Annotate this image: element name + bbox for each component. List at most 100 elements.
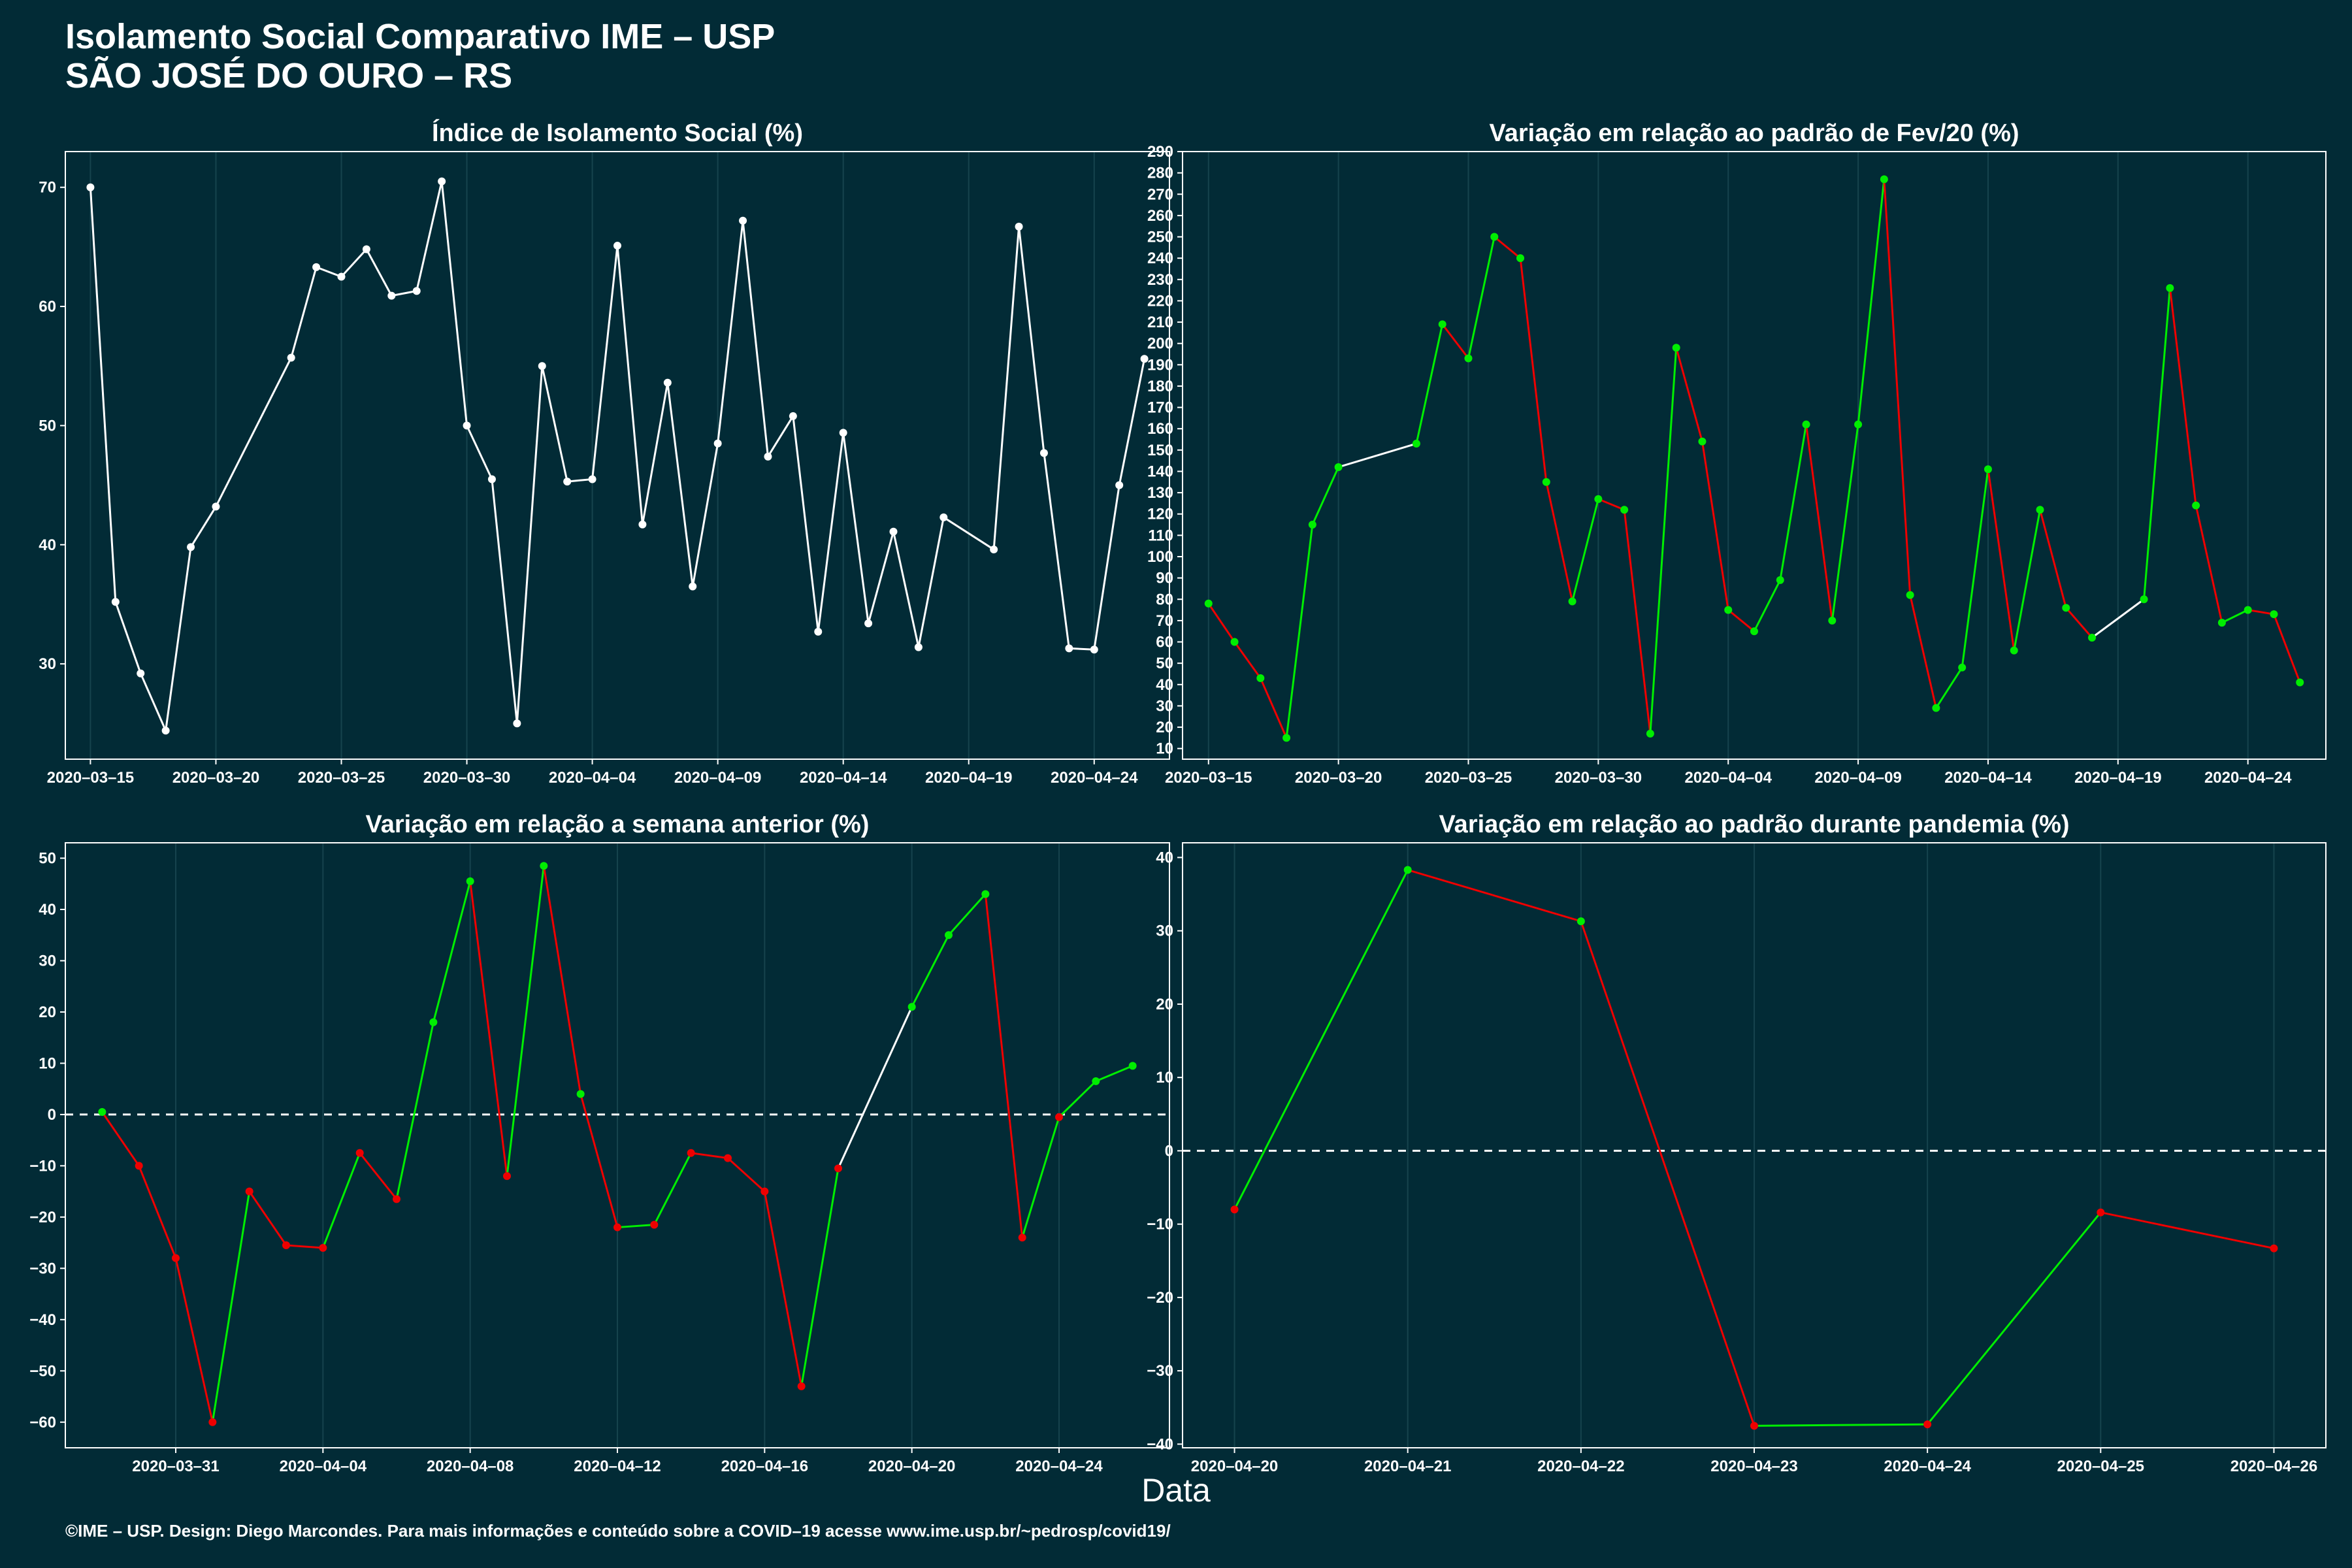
data-point	[337, 272, 346, 281]
y-tick-label: 10	[1156, 740, 1173, 758]
data-point	[1880, 175, 1888, 184]
series-segment	[139, 673, 167, 731]
series-segment	[215, 357, 293, 508]
series-segment	[1018, 226, 1045, 453]
x-tick-label: 2020–03–15	[47, 769, 134, 787]
data-point	[1403, 866, 1412, 874]
series-segment	[2065, 607, 2093, 638]
series-segment	[316, 266, 342, 278]
data-point	[463, 421, 471, 430]
data-point	[2244, 606, 2252, 614]
data-point	[1438, 320, 1446, 329]
data-point	[187, 543, 195, 551]
y-tick-label: −30	[29, 1260, 56, 1277]
data-point	[760, 1187, 769, 1196]
data-point	[687, 1149, 695, 1157]
x-tick-label: 2020–04–25	[2057, 1458, 2144, 1475]
series-segment	[391, 289, 417, 297]
x-tick-label: 2020–04–09	[1814, 769, 1901, 787]
y-tick-label: 20	[39, 1004, 56, 1021]
data-point	[864, 619, 873, 628]
series-segment	[580, 1094, 619, 1228]
series-segment	[1415, 323, 1444, 444]
y-tick-label: 0	[1165, 1142, 1173, 1160]
y-tick-label: −20	[1147, 1289, 1173, 1307]
data-point	[312, 263, 321, 271]
series-segment	[1961, 469, 1989, 668]
series-segment	[691, 443, 719, 587]
data-point	[212, 502, 220, 511]
data-point	[1308, 521, 1316, 529]
series-segment	[286, 1244, 323, 1249]
data-point	[172, 1254, 180, 1262]
data-point	[839, 429, 847, 437]
series-segment	[842, 433, 870, 624]
panel-variation-pandemic: Variação em relação ao padrão durante pa…	[1147, 811, 2327, 1475]
y-tick-label: 110	[1148, 527, 1173, 544]
y-tick-label: 170	[1147, 399, 1173, 417]
y-tick-label: 260	[1147, 207, 1173, 225]
data-point	[111, 598, 120, 606]
series-segment	[138, 1165, 177, 1259]
x-axis-label: Data	[1141, 1472, 1211, 1509]
x-tick-label: 2020–04–04	[1684, 769, 1772, 787]
series-segment	[340, 248, 368, 278]
series-segment	[567, 478, 593, 483]
data-point	[907, 1003, 916, 1011]
y-tick-label: 10	[1156, 1069, 1173, 1086]
data-point	[287, 353, 295, 362]
series-segment	[1754, 1423, 1928, 1427]
y-tick-label: 30	[1156, 697, 1173, 715]
series-segment	[1883, 179, 1912, 595]
data-point	[2062, 604, 2070, 612]
x-tick-label: 2020–04–04	[280, 1458, 367, 1475]
series-segment	[653, 1152, 693, 1226]
series-segment	[691, 1152, 728, 1160]
data-point	[1516, 254, 1525, 263]
y-tick-label: 80	[1156, 591, 1173, 608]
data-point	[1412, 440, 1420, 448]
series-segment	[911, 934, 950, 1007]
data-point	[2088, 634, 2097, 642]
series-segment	[1935, 666, 1963, 709]
y-tick-label: 20	[1156, 996, 1173, 1013]
series-segment	[666, 382, 694, 587]
x-tick-label: 2020–04–09	[674, 769, 761, 787]
y-tick-label: 0	[48, 1106, 56, 1124]
series-segment	[1779, 424, 1808, 581]
series-segment	[506, 866, 545, 1177]
data-point	[540, 862, 548, 870]
series-segment	[2013, 509, 2041, 651]
x-tick-label: 2020–03–30	[1555, 769, 1642, 787]
y-tick-label: 150	[1147, 442, 1173, 459]
data-point	[1542, 478, 1550, 486]
data-point	[789, 412, 797, 420]
data-point	[638, 520, 647, 529]
data-point	[939, 513, 948, 521]
y-tick-label: −60	[29, 1414, 56, 1431]
series-segment	[2195, 505, 2223, 623]
series-segment	[1831, 424, 1859, 621]
data-point	[1204, 599, 1213, 608]
y-tick-label: −40	[29, 1311, 56, 1329]
data-point	[208, 1418, 217, 1426]
series-segment	[2100, 1211, 2274, 1250]
x-tick-label: 2020–04–16	[721, 1458, 808, 1475]
series-segment	[365, 248, 393, 297]
series-segment	[641, 382, 669, 525]
x-tick-label: 2020–03–31	[132, 1458, 219, 1475]
y-tick-label: 180	[1147, 378, 1173, 395]
series-segment	[1753, 580, 1782, 632]
y-tick-label: 30	[39, 952, 56, 970]
main-title-line-2: SÃO JOSÉ DO OURO – RS	[65, 56, 513, 95]
y-tick-label: 40	[1156, 676, 1173, 694]
y-tick-label: 130	[1147, 484, 1173, 502]
series-segment	[1311, 466, 1340, 525]
y-tick-label: −30	[1147, 1362, 1173, 1380]
data-point	[1698, 437, 1707, 446]
data-point	[282, 1241, 290, 1250]
series-segment	[248, 1190, 287, 1246]
data-point	[466, 877, 474, 885]
series-segment	[89, 187, 117, 602]
series-segment	[1259, 678, 1288, 738]
